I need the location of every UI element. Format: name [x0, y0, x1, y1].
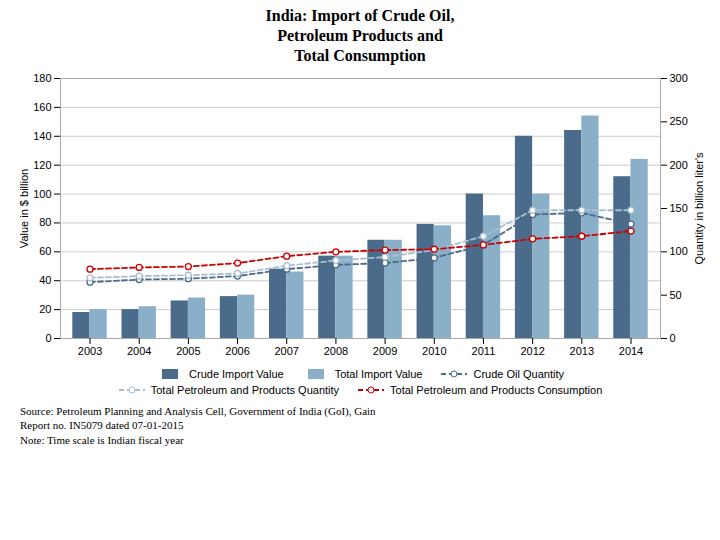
- svg-text:60: 60: [39, 245, 51, 257]
- svg-text:2006: 2006: [225, 345, 249, 357]
- svg-text:50: 50: [670, 289, 682, 301]
- svg-text:100: 100: [670, 245, 688, 257]
- svg-text:2013: 2013: [570, 345, 594, 357]
- svg-text:300: 300: [670, 72, 688, 84]
- svg-text:2003: 2003: [78, 345, 102, 357]
- svg-text:2005: 2005: [176, 345, 200, 357]
- svg-text:180: 180: [33, 72, 51, 84]
- svg-text:0: 0: [670, 332, 676, 344]
- svg-text:2012: 2012: [520, 345, 544, 357]
- html-text:Crude Oil Quantity: Crude Oil Quantity: [473, 368, 564, 380]
- svg-text:2014: 2014: [619, 345, 643, 357]
- svg-text:Value in $ billion: Value in $ billion: [18, 169, 30, 248]
- html-text:Total Petroleum and Products C: Total Petroleum and Products Consumption: [390, 384, 603, 396]
- svg-text:80: 80: [39, 216, 51, 228]
- svg-text:140: 140: [33, 130, 51, 142]
- svg-text:2011: 2011: [472, 345, 496, 357]
- svg-text:0: 0: [45, 332, 51, 344]
- html-text:India: Import of Crude Oil, Pe: India: Import of Crude Oil, Petroleum Pr…: [265, 7, 455, 64]
- svg-text:2007: 2007: [274, 345, 298, 357]
- svg-text:2008: 2008: [324, 345, 348, 357]
- svg-text:160: 160: [33, 101, 51, 113]
- html-text:Source: Petroleum Planning and: Source: Petroleum Planning and Analysis …: [20, 405, 376, 446]
- svg-text:2004: 2004: [127, 345, 151, 357]
- svg-text:100: 100: [33, 188, 51, 200]
- svg-text:120: 120: [33, 159, 51, 171]
- svg-text:250: 250: [670, 115, 688, 127]
- svg-text:40: 40: [39, 274, 51, 286]
- svg-text:Quantity in billion liter's: Quantity in billion liter's: [693, 152, 705, 265]
- svg-text:200: 200: [670, 159, 688, 171]
- html-text:Total Import Value: Total Import Value: [334, 368, 423, 380]
- svg-text:2010: 2010: [422, 345, 446, 357]
- svg-text:150: 150: [670, 202, 688, 214]
- svg-text:20: 20: [39, 303, 51, 315]
- svg-text:2009: 2009: [373, 345, 397, 357]
- html-text:Crude Import Value: Crude Import Value: [189, 368, 284, 380]
- html-text:Total Petroleum and Products Q: Total Petroleum and Products Quantity: [150, 384, 340, 396]
